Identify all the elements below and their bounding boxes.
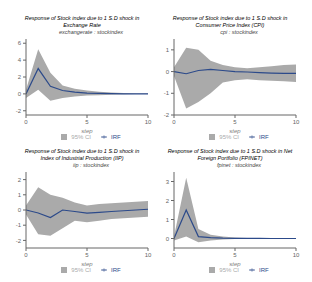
html-text:95% CI: 95% CI xyxy=(71,267,91,273)
svg-text:3: 3 xyxy=(166,179,170,185)
svg-text:2: 2 xyxy=(18,74,22,80)
svg-text:10: 10 xyxy=(293,119,300,125)
svg-text:0: 0 xyxy=(24,119,28,125)
svg-text:1: 1 xyxy=(18,192,22,198)
svg-text:5: 5 xyxy=(233,119,237,125)
html-text:IRF: IRF xyxy=(259,134,269,140)
svg-text:step: step xyxy=(81,261,93,267)
html-text:exchangerate : stockindex: exchangerate : stockindex xyxy=(59,29,123,35)
svg-text:-1: -1 xyxy=(164,90,170,96)
svg-text:10: 10 xyxy=(145,252,152,258)
svg-text:0: 0 xyxy=(166,69,170,75)
html-text:IRF: IRF xyxy=(111,267,121,273)
html-text:Response of Stock index due to: Response of Stock index due to 1 S.D sho… xyxy=(172,15,288,28)
svg-text:1: 1 xyxy=(166,217,170,223)
svg-text:0: 0 xyxy=(166,236,170,242)
svg-text:-2: -2 xyxy=(16,108,22,114)
svg-text:0: 0 xyxy=(172,119,176,125)
svg-text:10: 10 xyxy=(293,252,300,258)
html-text:Response of Stock index due to: Response of Stock index due to 1 S.D sho… xyxy=(24,148,140,161)
html-text:iip : stockindex: iip : stockindex xyxy=(73,162,109,168)
html-text:fpinet : stockindex: fpinet : stockindex xyxy=(217,162,261,168)
html-text:cpi : stockindex: cpi : stockindex xyxy=(220,29,258,35)
svg-text:0: 0 xyxy=(24,252,28,258)
svg-text:5: 5 xyxy=(233,252,237,258)
svg-text:step: step xyxy=(81,128,93,134)
html-text:Response of Stock index due to: Response of Stock index due to 1 S.D sho… xyxy=(167,148,293,161)
svg-text:2: 2 xyxy=(166,198,170,204)
svg-text:1: 1 xyxy=(166,47,170,53)
svg-text:step: step xyxy=(229,261,241,267)
html-text:95% CI: 95% CI xyxy=(219,267,239,273)
svg-text:5: 5 xyxy=(85,119,89,125)
svg-text:4: 4 xyxy=(18,57,22,63)
svg-text:-2: -2 xyxy=(16,238,22,244)
html-text:IRF: IRF xyxy=(111,134,121,140)
svg-text:0: 0 xyxy=(172,252,176,258)
svg-text:-1: -1 xyxy=(16,222,22,228)
html-text:Response of Stock index due to: Response of Stock index due to 1 S.D sho… xyxy=(24,15,140,28)
html-text:95% CI: 95% CI xyxy=(71,134,91,140)
html-text:95% CI: 95% CI xyxy=(219,134,239,140)
svg-text:step: step xyxy=(229,128,241,134)
svg-text:10: 10 xyxy=(145,119,152,125)
svg-text:-2: -2 xyxy=(164,112,170,118)
html-text:IRF: IRF xyxy=(259,267,269,273)
svg-text:0: 0 xyxy=(18,207,22,213)
svg-text:6: 6 xyxy=(18,40,22,46)
svg-text:0: 0 xyxy=(18,91,22,97)
svg-text:2: 2 xyxy=(18,177,22,183)
svg-text:5: 5 xyxy=(85,252,89,258)
